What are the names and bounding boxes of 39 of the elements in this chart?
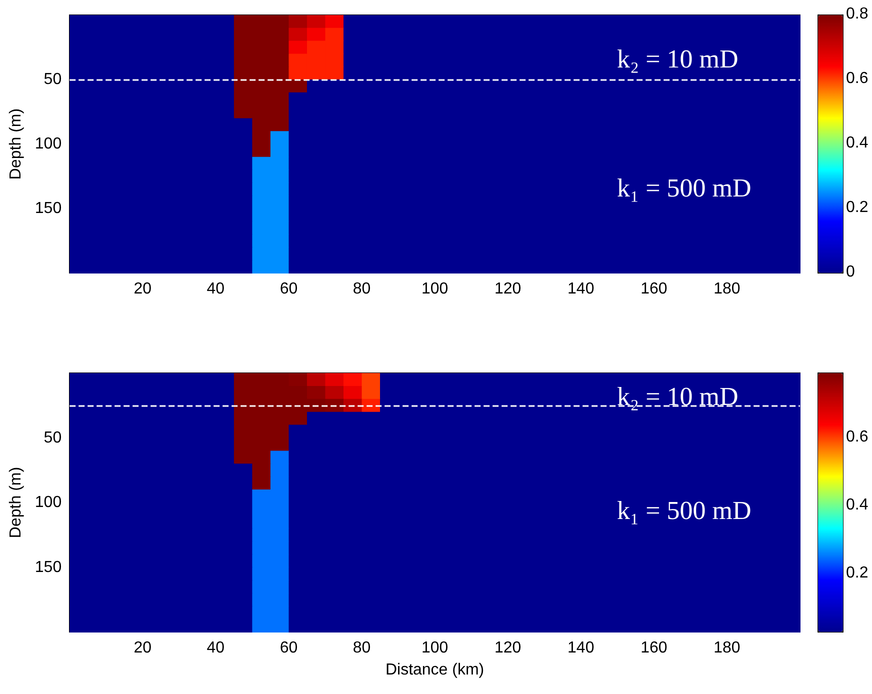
x-tick-label: 40 bbox=[206, 280, 225, 298]
color-bar-label: 0.2 bbox=[846, 564, 868, 582]
annotation: k₁ = 500 mD bbox=[617, 496, 752, 525]
annotation: k₂ = 10 mD bbox=[617, 382, 738, 411]
x-tick-label: 80 bbox=[352, 640, 371, 656]
x-tick-label: 140 bbox=[568, 640, 594, 656]
color-bar-label: 0.4 bbox=[846, 134, 868, 152]
x-tick-label: 60 bbox=[280, 640, 298, 656]
x-tick-label: 20 bbox=[134, 280, 152, 298]
y-axis-title: Depth (m) bbox=[8, 466, 24, 538]
x-tick-label: 120 bbox=[494, 280, 522, 298]
annotation: k₂ = 10 mD bbox=[617, 44, 738, 74]
x-tick-label: 180 bbox=[714, 640, 740, 656]
y-tick-label: 50 bbox=[44, 429, 62, 446]
color-bar-label: 0.6 bbox=[846, 70, 868, 87]
annotation: k₁ = 500 mD bbox=[617, 173, 752, 202]
x-tick-label: 160 bbox=[640, 640, 668, 656]
x-tick-label: 60 bbox=[280, 280, 298, 298]
color-bar-label: 0.6 bbox=[846, 428, 868, 446]
x-tick-label: 100 bbox=[421, 280, 448, 298]
color-bar-label: 0 bbox=[846, 264, 855, 280]
x-tick-label: 140 bbox=[568, 280, 594, 298]
x-tick-label: 20 bbox=[134, 640, 152, 656]
color-bar-label: 0.4 bbox=[846, 496, 868, 514]
x-tick-label: 100 bbox=[421, 640, 448, 656]
x-tick-label: 40 bbox=[206, 640, 225, 656]
x-tick-label: 80 bbox=[352, 280, 371, 298]
x-axis-title: Distance (km) bbox=[385, 662, 484, 678]
x-tick-label: 180 bbox=[714, 280, 740, 298]
y-tick-label: 100 bbox=[34, 136, 62, 152]
y-tick-label: 150 bbox=[34, 200, 62, 217]
x-tick-label: 120 bbox=[494, 640, 522, 656]
x-tick-label: 160 bbox=[640, 280, 668, 298]
y-axis-title: Depth (m) bbox=[8, 108, 24, 180]
y-tick-label: 100 bbox=[34, 494, 62, 511]
color-bar-label: 0.8 bbox=[846, 6, 868, 22]
color-bar-label: 0.2 bbox=[846, 199, 868, 216]
y-tick-label: 50 bbox=[44, 71, 62, 88]
y-tick-label: 150 bbox=[34, 558, 62, 576]
